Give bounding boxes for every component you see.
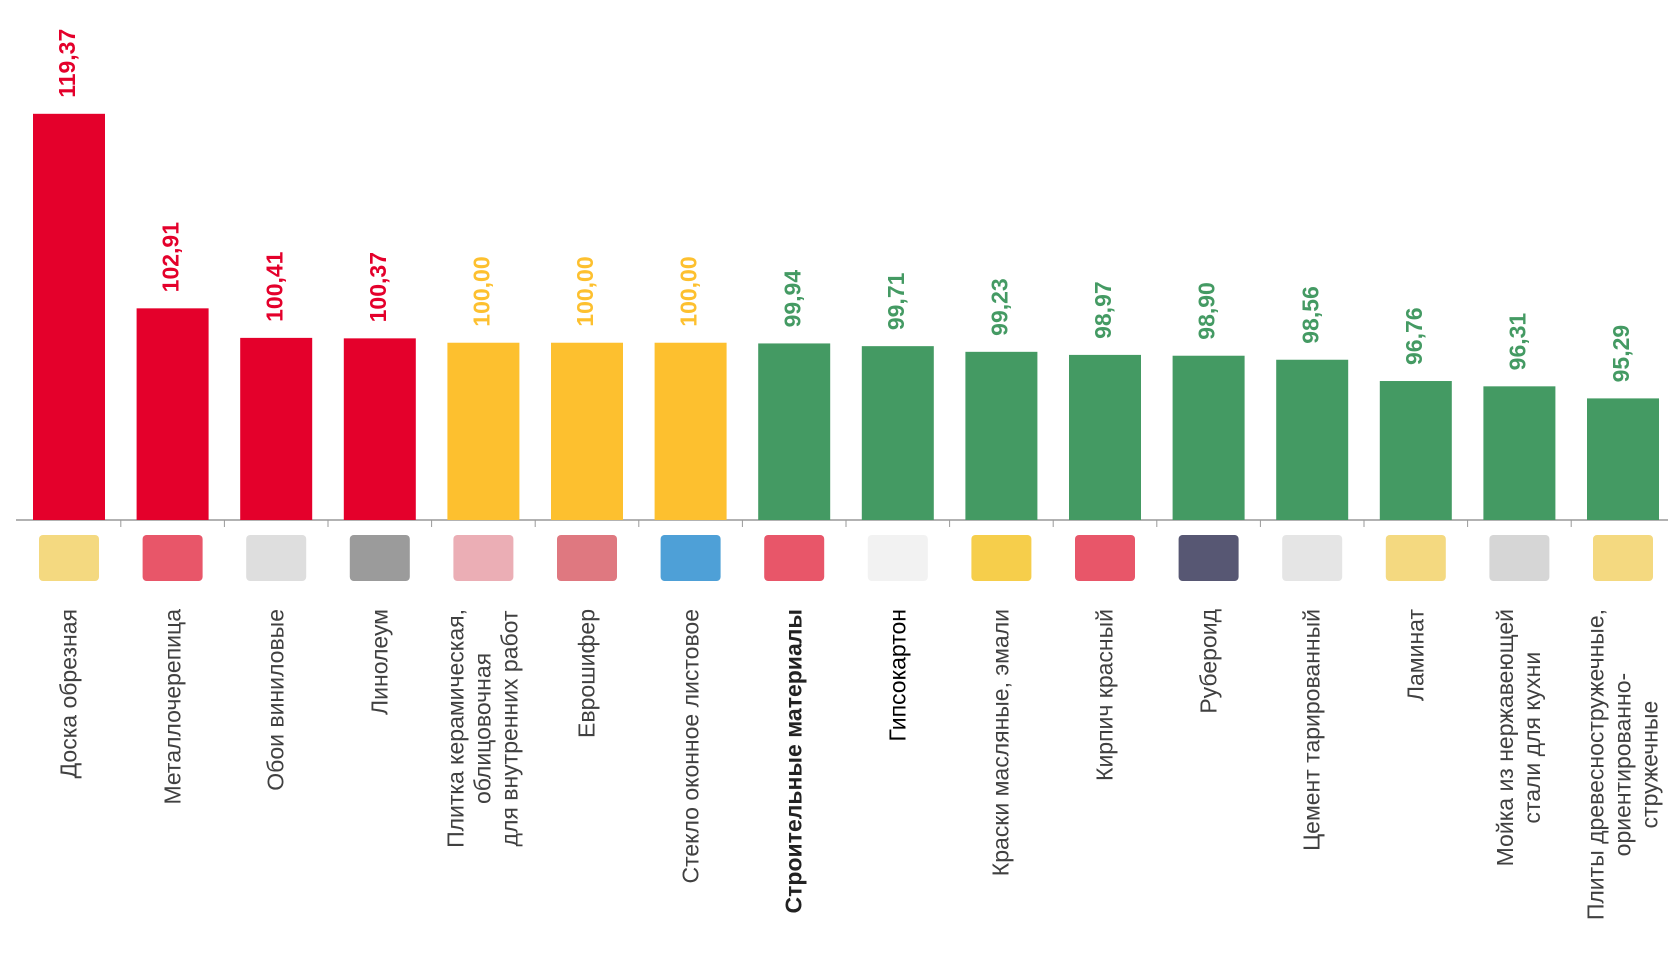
category-label-box: Краски масляные, эмали [988, 609, 1015, 963]
icon [764, 535, 824, 581]
icon [1593, 535, 1653, 581]
category-label-box: Строительные материалы [781, 609, 808, 963]
category-label-box: Еврошифер [574, 609, 601, 963]
category-label-box: Гипсокартон [884, 609, 911, 963]
category-label: Кирпич красный [1092, 609, 1119, 781]
category-label-box: Стекло оконное листовое [677, 609, 704, 963]
bar [1380, 381, 1452, 520]
bar [862, 346, 934, 520]
icon [39, 535, 99, 581]
category-label-box: Обои виниловые [263, 609, 290, 963]
category-label-box: Ламинат [1402, 609, 1429, 963]
category-label: Ламинат [1402, 609, 1429, 701]
value-label: 100,41 [261, 251, 287, 322]
bar [344, 338, 416, 520]
category-label: Стекло оконное листовое [677, 609, 704, 884]
value-label: 99,94 [779, 270, 805, 328]
value-label: 119,37 [54, 29, 80, 98]
value-label: 99,23 [986, 278, 1012, 336]
category-label: Краски масляные, эмали [988, 609, 1015, 876]
category-label-box: Мойка из нержавеющей стали для кухни [1492, 609, 1546, 963]
category-label: Цемент тарированный [1299, 609, 1326, 851]
category-label-box: Цемент тарированный [1299, 609, 1326, 963]
category-label: Еврошифер [574, 609, 601, 738]
icon [1386, 535, 1446, 581]
category-label: Плиты древесностружечные, ориентированно… [1583, 609, 1664, 920]
category-label: Строительные материалы [781, 609, 808, 913]
bar [1173, 356, 1245, 520]
category-label: Гипсокартон [884, 609, 911, 741]
icon [1075, 535, 1135, 581]
category-label-box: Кирпич красный [1092, 609, 1119, 963]
category-label: Мойка из нержавеющей стали для кухни [1492, 609, 1546, 866]
value-label: 98,97 [1090, 281, 1116, 339]
category-label-box: Плитка керамическая, облицовочная для вн… [443, 609, 524, 963]
page: 119,37 102,91 100,41 100,37 100,00 100,00 100,… [0, 0, 1668, 963]
value-label: 99,71 [883, 272, 909, 330]
value-label: 100,37 [365, 252, 391, 322]
icon [1179, 535, 1239, 581]
icon [1489, 535, 1549, 581]
bar [1069, 355, 1141, 520]
icon [453, 535, 513, 581]
category-label: Рубероид [1195, 609, 1222, 714]
icon [246, 535, 306, 581]
icon [350, 535, 410, 581]
icon [868, 535, 928, 581]
bar [1483, 386, 1555, 520]
category-label: Плитка керамическая, облицовочная для вн… [443, 609, 524, 848]
bar [655, 343, 727, 520]
category-label: Линолеум [366, 609, 393, 715]
bar [137, 308, 209, 520]
bar [240, 338, 312, 520]
value-label: 96,76 [1401, 307, 1427, 365]
icon [1282, 535, 1342, 581]
bar [1276, 360, 1348, 520]
value-label: 100,00 [468, 256, 494, 326]
icon [557, 535, 617, 581]
icon [661, 535, 721, 581]
bar [551, 343, 623, 520]
bar [758, 343, 830, 520]
bar [447, 343, 519, 520]
value-label: 96,31 [1504, 313, 1530, 371]
category-label: Обои виниловые [263, 609, 290, 791]
category-label-box: Плиты древесностружечные, ориентированно… [1583, 609, 1664, 963]
category-label-box: Доска обрезная [56, 609, 83, 963]
value-label: 98,90 [1194, 282, 1220, 340]
bar [33, 114, 105, 520]
value-label: 100,00 [676, 256, 702, 326]
category-label: Металлочерепица [159, 609, 186, 805]
bar [965, 352, 1037, 520]
category-label-box: Линолеум [366, 609, 393, 963]
icon [143, 535, 203, 581]
value-label: 102,91 [158, 222, 184, 293]
icon [971, 535, 1031, 581]
category-label: Доска обрезная [56, 609, 83, 778]
value-label: 95,29 [1608, 325, 1634, 383]
value-label: 98,56 [1297, 286, 1323, 344]
category-label-box: Металлочерепица [159, 609, 186, 963]
value-label: 100,00 [572, 256, 598, 326]
category-label-box: Рубероид [1195, 609, 1222, 963]
bar [1587, 398, 1659, 520]
